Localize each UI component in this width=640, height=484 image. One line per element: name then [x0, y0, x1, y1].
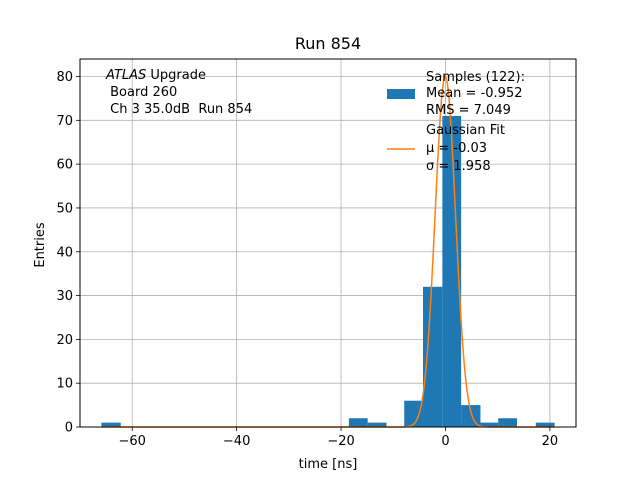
x-tick-label: −60	[118, 434, 145, 449]
axes-frame	[79, 58, 577, 428]
x-tick-label: 20	[542, 434, 559, 449]
chart-title: Run 854	[295, 34, 361, 53]
histogram-bar	[442, 115, 462, 427]
annotation-atlas: ATLAS	[105, 68, 146, 83]
y-tick-label: 40	[56, 245, 73, 260]
y-axis-ticks: 0 10 20 30 40 50 60 70 80	[56, 70, 80, 436]
x-tick-label: −40	[223, 434, 250, 449]
x-axis-ticks: −60 −40 −20 0 20	[118, 427, 558, 449]
histogram-bar	[404, 400, 424, 427]
annotation-line-2: Board 260	[106, 85, 177, 100]
legend-fit-line-1: Gaussian Fit	[426, 123, 505, 138]
histogram-bars	[101, 115, 555, 427]
y-tick-label: 20	[56, 333, 73, 348]
legend-hist-line-1: Samples (122):	[426, 70, 525, 85]
histogram-bar	[498, 418, 518, 427]
y-tick-label: 30	[56, 289, 73, 304]
legend: Samples (122): Mean = -0.952 RMS = 7.049…	[387, 70, 525, 174]
annotation-line-3: Ch 3 35.0dB Run 854	[106, 102, 252, 117]
legend-fit-line-2: μ = -0.03	[426, 141, 487, 156]
histogram-bar	[101, 422, 121, 427]
legend-hist-line-2: Mean = -0.952	[426, 86, 522, 101]
y-tick-label: 0	[65, 421, 73, 436]
x-tick-label: −20	[327, 434, 354, 449]
y-axis-label: Entries	[33, 222, 48, 268]
annotation-upgrade: Upgrade	[146, 68, 206, 83]
y-tick-label: 70	[56, 114, 73, 129]
y-tick-label: 60	[56, 158, 73, 173]
histogram-bar	[480, 422, 499, 427]
y-tick-label: 10	[56, 377, 73, 392]
legend-hist-line-3: RMS = 7.049	[426, 103, 511, 118]
x-tick-label: 0	[441, 434, 449, 449]
histogram-bar	[423, 286, 443, 427]
annotation-line-1: ATLAS Upgrade	[105, 68, 206, 83]
legend-hist-swatch	[387, 89, 415, 99]
histogram-bar	[535, 422, 555, 427]
histogram-bar	[367, 422, 387, 427]
x-axis-label: time [ns]	[299, 457, 358, 472]
y-tick-label: 50	[56, 201, 73, 216]
legend-fit-line-3: σ = 1.958	[426, 159, 491, 174]
histogram-bar	[348, 418, 368, 427]
y-tick-label: 80	[56, 70, 73, 85]
